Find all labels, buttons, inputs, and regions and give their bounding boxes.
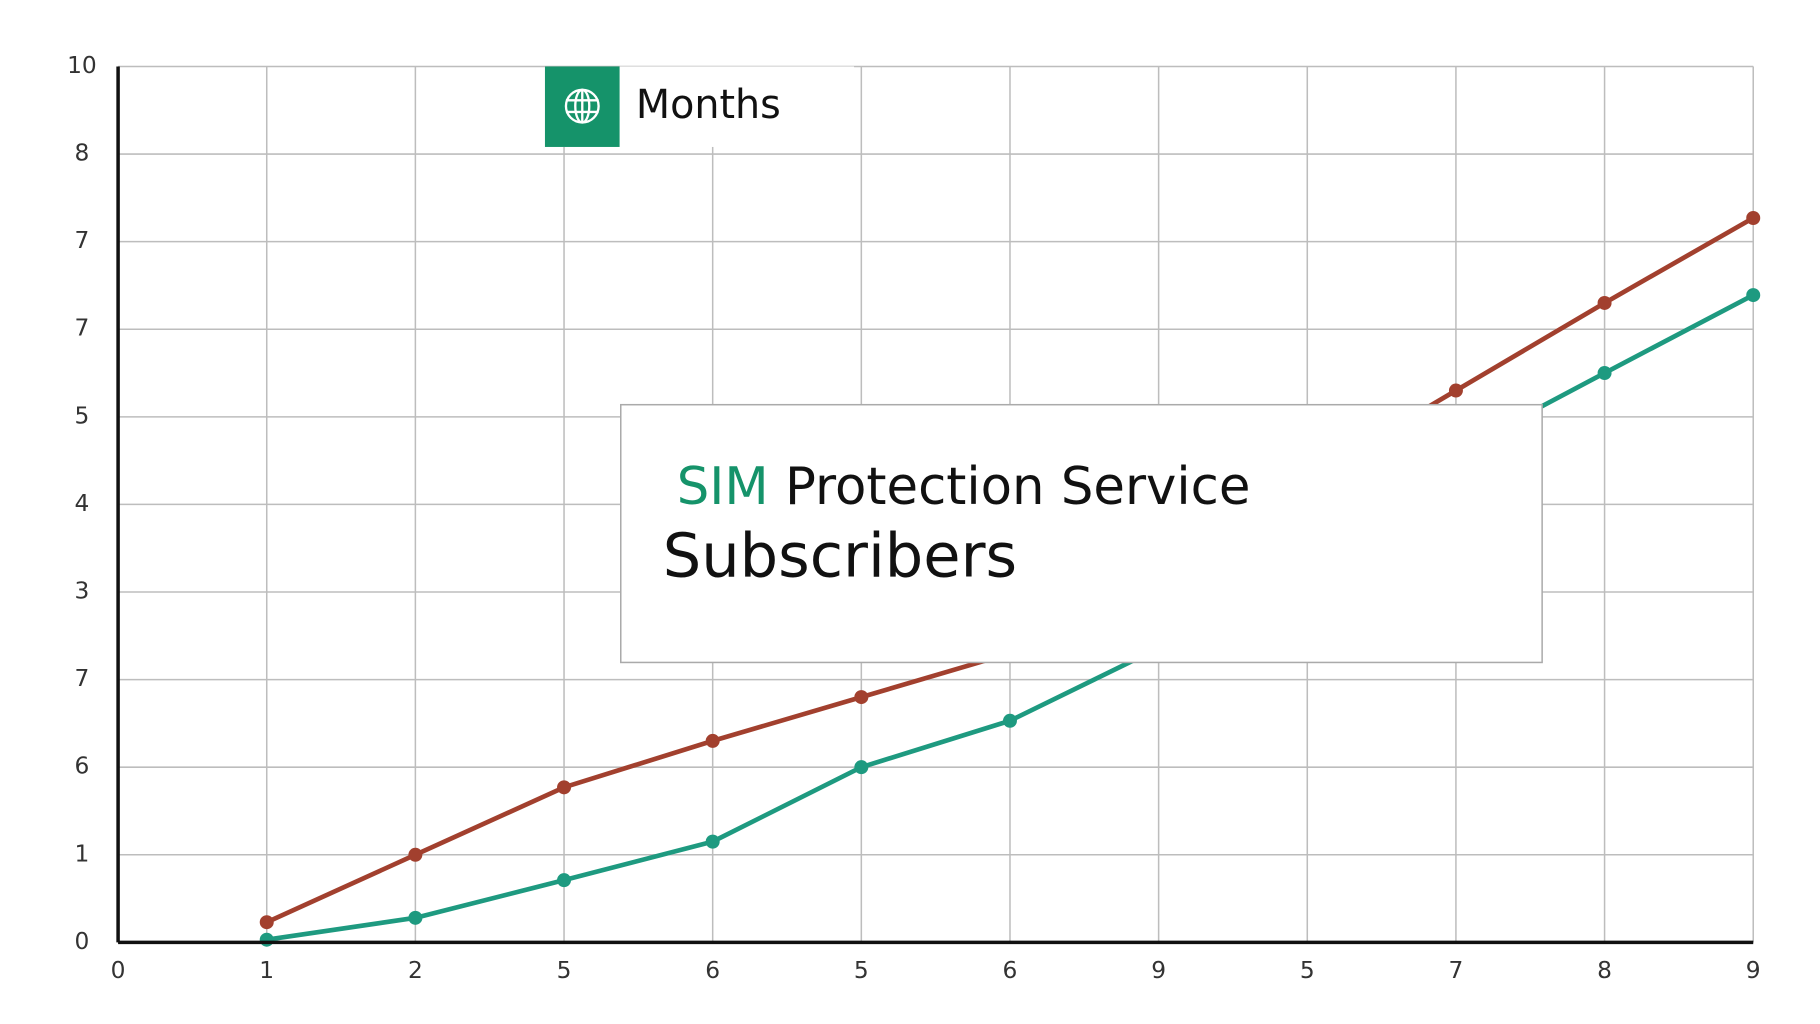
data-point — [557, 873, 572, 888]
x-tick-label: 2 — [408, 957, 423, 984]
data-point — [408, 910, 423, 925]
data-point — [705, 733, 720, 748]
x-axis-label: Months — [636, 82, 781, 128]
axes: 0 1 6 7 3 4 5 7 7 8 10 0 1 2 5 6 5 6 9 5 7 8 9 — [67, 52, 1761, 984]
data-point — [1597, 366, 1612, 381]
title-box — [620, 403, 1543, 664]
y-tick-label: 10 — [67, 52, 97, 79]
y-tick-label: 3 — [75, 578, 90, 605]
x-tick-label: 0 — [111, 957, 126, 984]
data-point — [705, 834, 720, 849]
data-point — [1597, 295, 1612, 310]
y-tick-label: 5 — [75, 402, 90, 429]
x-tick-label: 1 — [259, 957, 274, 984]
x-tick-label: 9 — [1151, 957, 1166, 984]
x-tick-label: 5 — [854, 957, 869, 984]
data-point — [1448, 383, 1463, 398]
data-point — [1746, 211, 1761, 226]
x-tick-label: 8 — [1597, 957, 1612, 984]
x-tick-label: 7 — [1449, 957, 1464, 984]
globe-icon — [564, 88, 600, 124]
x-tick-label: 5 — [1300, 957, 1315, 984]
data-point — [557, 780, 572, 795]
y-tick-label: 8 — [75, 140, 90, 167]
y-tick-label: 7 — [75, 227, 90, 254]
x-tick-label: 5 — [557, 957, 572, 984]
data-point — [854, 760, 869, 775]
chart-title-line2: Subscribers — [663, 521, 1017, 591]
data-point — [259, 915, 274, 930]
y-tick-label: 4 — [75, 490, 90, 517]
x-tick-label: 6 — [1003, 957, 1018, 984]
data-point — [1002, 713, 1017, 728]
data-point — [854, 690, 869, 705]
title-rest: Protection Service — [785, 457, 1250, 517]
data-point — [1746, 288, 1761, 303]
data-point — [408, 847, 423, 862]
data-point — [259, 932, 274, 947]
title-highlight: SIM — [677, 457, 769, 517]
y-tick-label: 6 — [75, 753, 90, 780]
chart-title: SIM Protection Service — [677, 457, 1251, 517]
x-tick-label: 6 — [705, 957, 720, 984]
y-tick-label: 1 — [75, 840, 90, 867]
y-tick-label: 7 — [75, 315, 90, 342]
y-tick-label: 7 — [75, 665, 90, 692]
x-tick-label: 9 — [1746, 957, 1761, 984]
y-tick-label: 0 — [75, 928, 90, 955]
